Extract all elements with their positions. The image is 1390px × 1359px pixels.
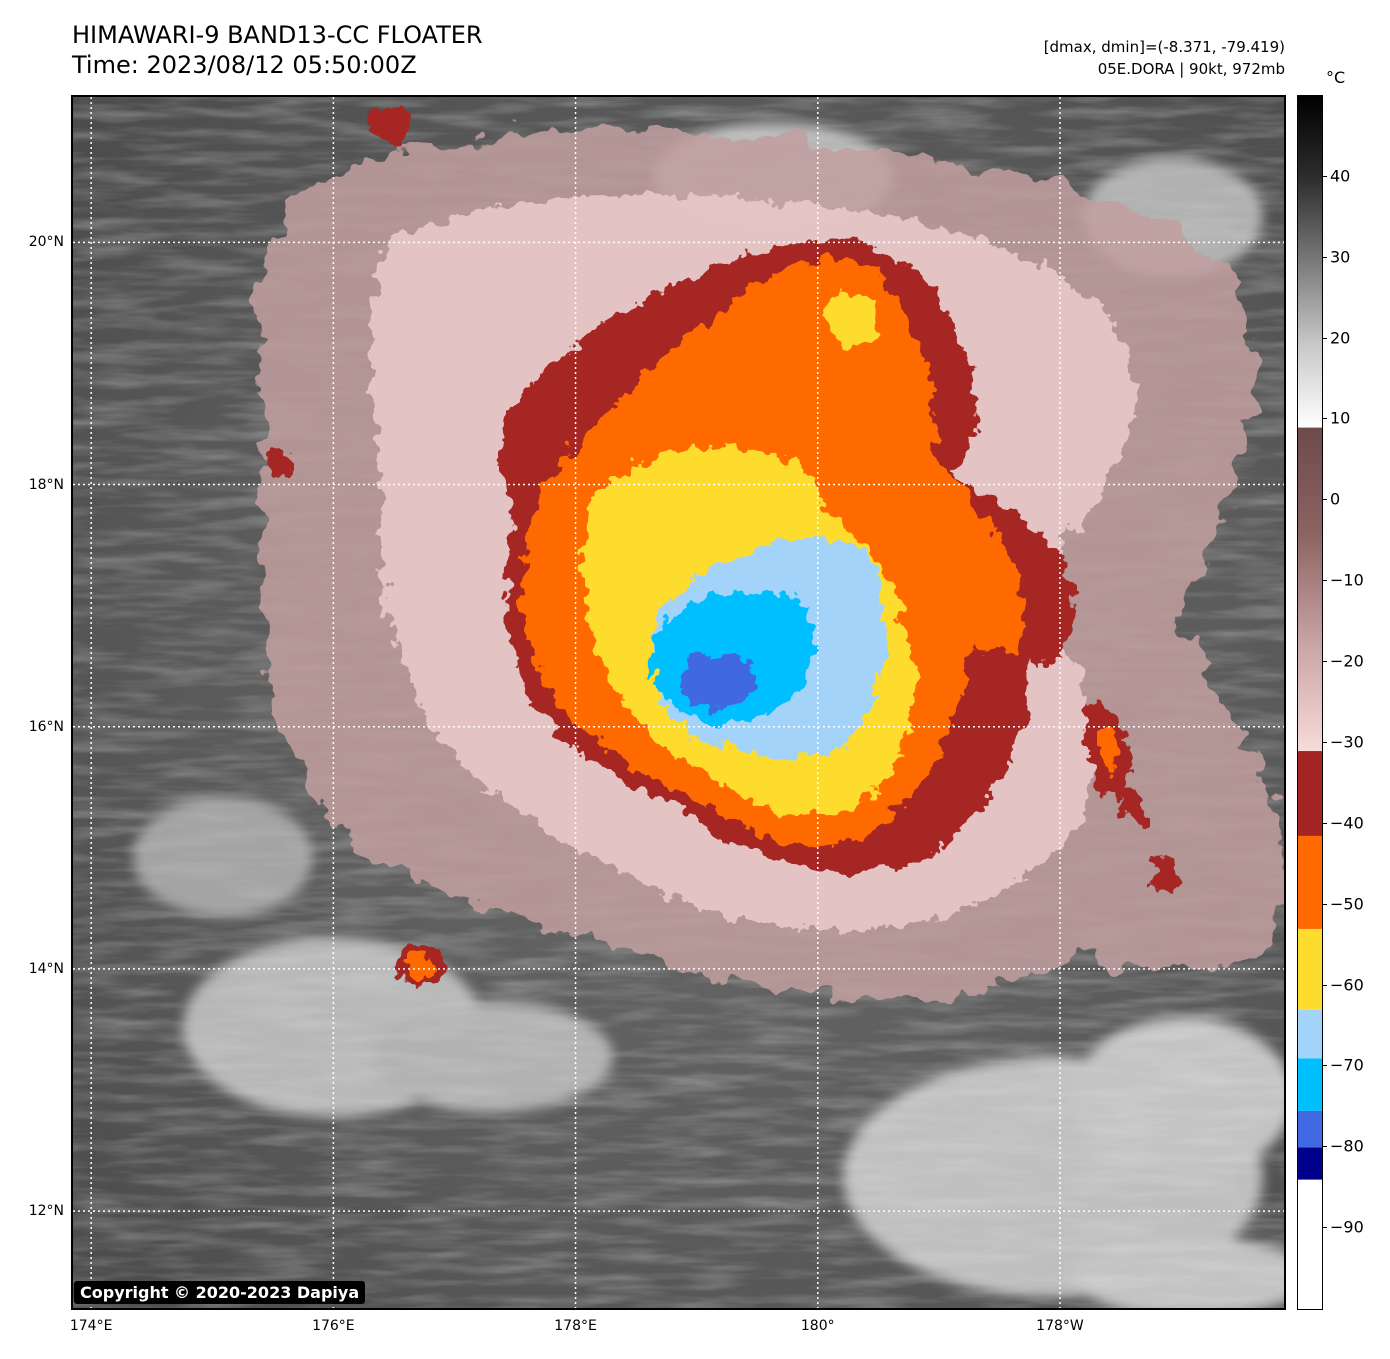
colorbar-tick-label: 40 [1330, 166, 1351, 186]
colorbar-tick-mark [1322, 499, 1327, 501]
latitude-label: 20°N [28, 234, 64, 251]
colorbar-band [1298, 1058, 1322, 1111]
range-info: [dmax, dmin]=(-8.371, -79.419) [1043, 38, 1285, 56]
colorbar-tick-label: −30 [1330, 732, 1364, 752]
colorbar-tick-mark [1322, 418, 1327, 420]
latitude-label: 16°N [28, 718, 64, 735]
colorbar-band [1298, 751, 1322, 836]
colorbar-tick-label: −50 [1330, 894, 1364, 914]
colorbar-tick-label: −20 [1330, 651, 1364, 671]
colorbar-unit: °C [1326, 68, 1346, 87]
copyright-label: Copyright © 2020-2023 Dapiya [74, 1281, 366, 1304]
latitude-label: 12°N [28, 1203, 64, 1220]
chart-title: HIMAWARI-9 BAND13-CC FLOATER [72, 21, 483, 49]
cloud-band-yellow-patch-north [824, 293, 879, 346]
colorbar-tick-mark [1322, 1227, 1327, 1229]
colorbar-tick-mark [1322, 661, 1327, 663]
colorbar-band [1298, 1009, 1322, 1059]
latitude-label: 14°N [28, 960, 64, 977]
map-gridlines [73, 97, 1284, 1308]
chart-timestamp: Time: 2023/08/12 05:50:00Z [72, 51, 417, 79]
cloud-shield [256, 129, 1284, 999]
colorbar-tick-mark [1322, 822, 1327, 824]
isolated-convection [266, 103, 1181, 986]
colorbar-tick-label: 30 [1330, 247, 1351, 267]
colorbar-band [1298, 928, 1322, 1010]
cloud-band-coldcore [680, 651, 757, 710]
colorbar-tick-mark [1322, 580, 1327, 582]
colorbar-tick-label: −70 [1330, 1055, 1364, 1075]
colorbar-band [1298, 1110, 1322, 1148]
longitude-label: 180° [800, 1318, 835, 1334]
satellite-map [71, 95, 1286, 1310]
colorbar-tick-mark [1322, 337, 1327, 339]
colorbar-tick-mark [1322, 256, 1327, 258]
colorbar-tick-mark [1322, 175, 1327, 177]
storm-info: 05E.DORA | 90kt, 972mb [1097, 60, 1285, 78]
colorbar-gradient [1298, 96, 1322, 428]
colorbar-tick-label: −40 [1330, 813, 1364, 833]
colorbar-tick-mark [1322, 984, 1327, 986]
longitude-label: 174°E [69, 1318, 113, 1334]
colorbar-gradient [1298, 427, 1322, 752]
colorbar-band [1298, 1179, 1322, 1309]
colorbar-tick-mark [1322, 741, 1327, 743]
longitude-label: 176°E [312, 1318, 355, 1334]
colorbar-tick-label: −80 [1330, 1136, 1364, 1156]
colorbar-tick-label: −60 [1330, 975, 1364, 995]
colorbar-tick-label: −10 [1330, 570, 1364, 590]
colorbar-band [1298, 835, 1322, 929]
colorbar-band [1298, 1147, 1322, 1180]
colorbar-tick-mark [1322, 1146, 1327, 1148]
colorbar-tick-mark [1322, 903, 1327, 905]
colorbar-tick-label: 10 [1330, 408, 1351, 428]
colorbar-tick-label: −90 [1330, 1217, 1364, 1237]
colorbar-tick-label: 20 [1330, 328, 1351, 348]
longitude-label: 178°W [1036, 1318, 1084, 1334]
longitude-label: 178°E [554, 1318, 597, 1334]
colorbar [1297, 95, 1323, 1310]
colorbar-tick-mark [1322, 1065, 1327, 1067]
colorbar-tick-label: 0 [1330, 489, 1341, 509]
latitude-label: 18°N [28, 476, 64, 493]
